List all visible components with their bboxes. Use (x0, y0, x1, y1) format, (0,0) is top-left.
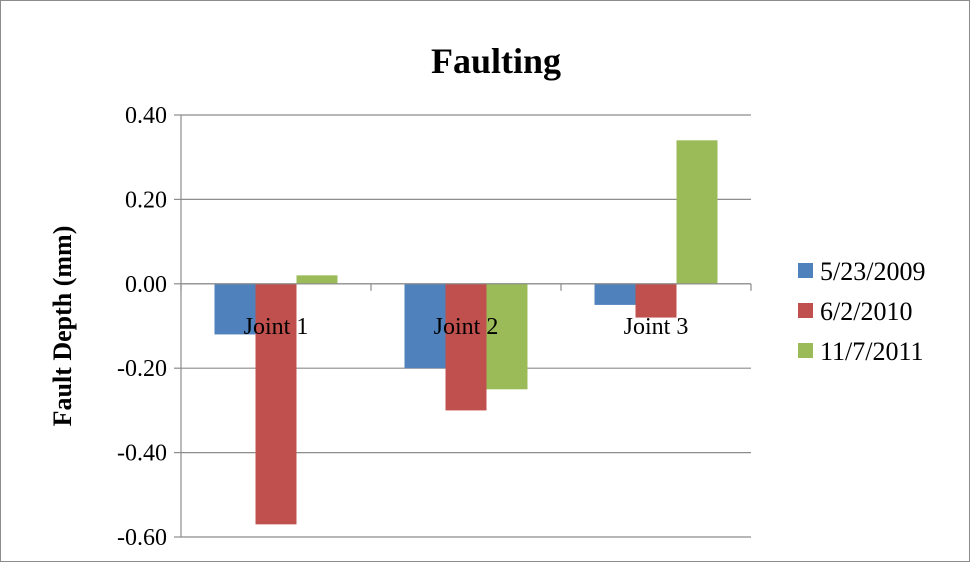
bar-3-2 (635, 283, 677, 318)
legend-swatch-3 (798, 343, 813, 358)
bar-1-3 (296, 275, 338, 284)
bar-2-3 (486, 283, 528, 390)
legend-swatch-2 (798, 303, 813, 318)
bar-2-2 (445, 283, 487, 411)
legend-label-2: 6/2/2010 (820, 297, 912, 326)
y-tick-label-5: -0.60 (117, 525, 167, 551)
y-axis-label: Fault Depth (mm) (48, 226, 77, 427)
legend-label-3: 11/7/2011 (820, 337, 924, 366)
y-tick-label-1: 0.20 (125, 187, 167, 213)
legend-label-1: 5/23/2009 (820, 257, 925, 286)
y-tick-label-4: -0.40 (117, 441, 167, 467)
axes (174, 114, 752, 538)
category-label-1: Joint 1 (244, 314, 309, 340)
category-label-2: Joint 2 (434, 314, 499, 340)
y-tick-label-3: -0.20 (117, 356, 167, 382)
bar-1-2 (255, 283, 297, 525)
bar-2-1 (404, 283, 446, 369)
y-tick-label-2: 0.00 (125, 272, 167, 298)
category-label-3: Joint 3 (624, 314, 689, 340)
bars (214, 140, 718, 525)
y-tick-labels: 0.40 0.20 0.00 -0.20 -0.40 -0.60 (117, 103, 167, 551)
y-tick-label-0: 0.40 (125, 103, 167, 129)
bar-3-3 (676, 140, 718, 284)
legend: 5/23/2009 6/2/2010 11/7/2011 (798, 257, 925, 366)
chart-title: Faulting (431, 41, 561, 81)
bar-1-1 (214, 283, 256, 335)
category-labels: Joint 1 Joint 2 Joint 3 (244, 314, 689, 340)
bar-3-1 (594, 283, 636, 305)
legend-swatch-1 (798, 263, 813, 278)
